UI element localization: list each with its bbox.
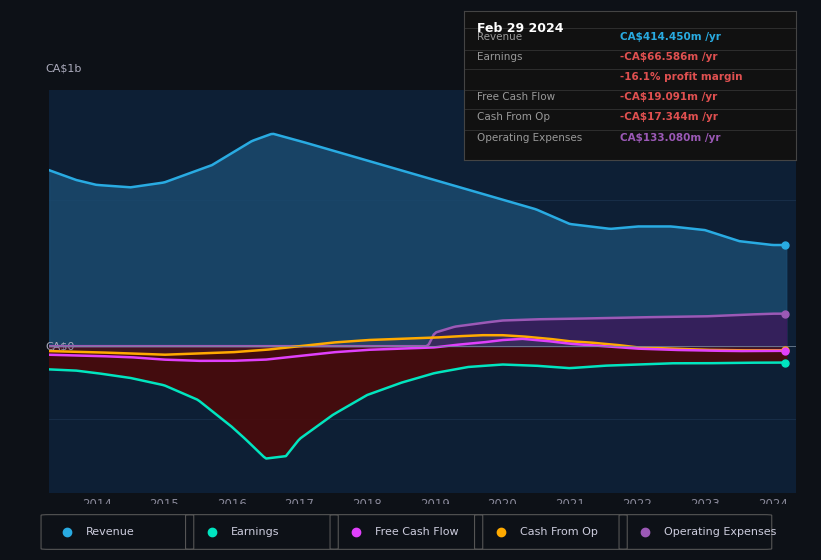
Text: Revenue: Revenue	[86, 527, 135, 537]
Text: Earnings: Earnings	[477, 52, 523, 62]
Text: CA$133.080m /yr: CA$133.080m /yr	[620, 133, 721, 143]
Text: CA$1b: CA$1b	[45, 63, 82, 73]
Text: Cash From Op: Cash From Op	[477, 113, 550, 123]
Text: CA$0: CA$0	[45, 341, 75, 351]
Text: Cash From Op: Cash From Op	[520, 527, 598, 537]
Text: Free Cash Flow: Free Cash Flow	[375, 527, 459, 537]
Text: Revenue: Revenue	[477, 32, 522, 43]
Text: -16.1% profit margin: -16.1% profit margin	[620, 72, 743, 82]
Text: -CA$600m: -CA$600m	[45, 509, 103, 519]
Text: -CA$66.586m /yr: -CA$66.586m /yr	[620, 52, 718, 62]
Text: -CA$17.344m /yr: -CA$17.344m /yr	[620, 113, 718, 123]
Text: CA$414.450m /yr: CA$414.450m /yr	[620, 32, 721, 43]
Text: Free Cash Flow: Free Cash Flow	[477, 92, 555, 102]
Text: -CA$19.091m /yr: -CA$19.091m /yr	[620, 92, 718, 102]
Text: Operating Expenses: Operating Expenses	[477, 133, 582, 143]
Text: Operating Expenses: Operating Expenses	[664, 527, 777, 537]
Text: Feb 29 2024: Feb 29 2024	[477, 22, 564, 35]
Text: Earnings: Earnings	[231, 527, 279, 537]
